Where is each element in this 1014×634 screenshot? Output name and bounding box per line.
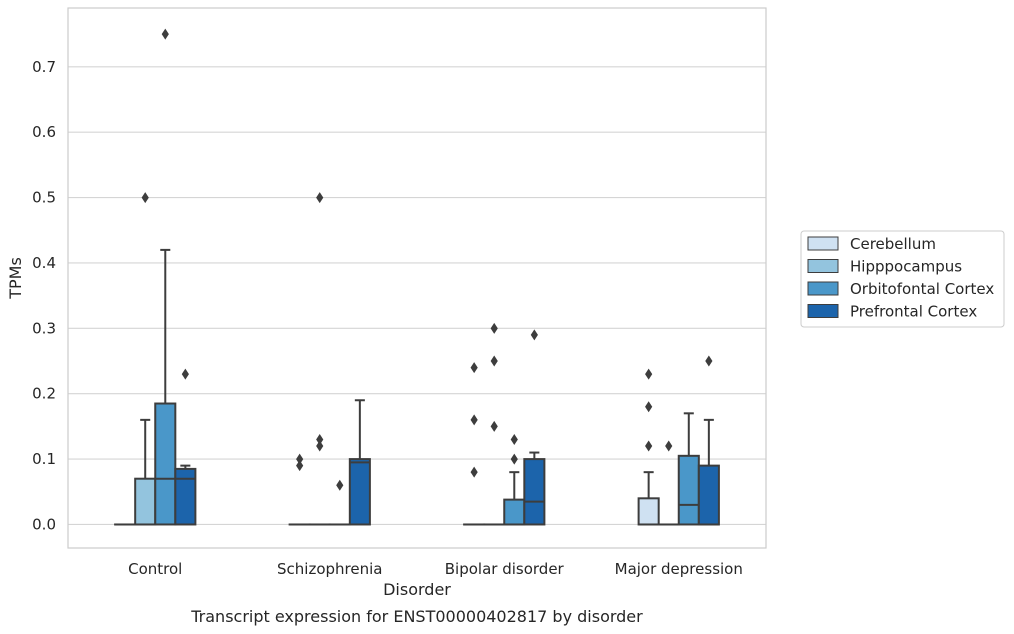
x-axis-label: Disorder bbox=[383, 580, 451, 599]
x-tick-label: Schizophrenia bbox=[277, 560, 382, 578]
outlier-point bbox=[470, 362, 478, 374]
box-cerebellum bbox=[288, 453, 311, 526]
outlier-point bbox=[490, 322, 498, 334]
box-hipppocampus bbox=[483, 322, 506, 526]
box-hipppocampus bbox=[134, 192, 157, 526]
outlier-point bbox=[510, 433, 518, 445]
outlier-point bbox=[336, 479, 344, 491]
outlier-point bbox=[645, 401, 653, 413]
y-axis-label: TPMs bbox=[6, 257, 25, 300]
y-tick-label: 0.2 bbox=[32, 385, 56, 403]
outlier-point bbox=[490, 420, 498, 432]
legend-frame bbox=[800, 230, 1005, 328]
outlier-point bbox=[316, 192, 324, 204]
outlier-point bbox=[181, 368, 189, 380]
box-orbitofontal-cortex bbox=[677, 412, 700, 526]
box-body bbox=[503, 498, 526, 526]
box-groups bbox=[114, 28, 720, 526]
outlier-point bbox=[316, 433, 324, 445]
y-tick-label: 0.6 bbox=[32, 123, 56, 141]
box-body bbox=[637, 497, 660, 526]
y-tick-labels: 0.0 0.1 0.2 0.3 0.4 0.5 0.6 0.7 bbox=[32, 58, 56, 534]
y-tick-label: 0.4 bbox=[32, 254, 56, 272]
box-orbitofontal-cortex bbox=[154, 28, 177, 526]
legend-swatch bbox=[807, 304, 839, 318]
legend-label: Prefrontal Cortex bbox=[850, 303, 977, 321]
legend-label: Orbitofontal Cortex bbox=[850, 280, 994, 298]
y-tick-label: 0.5 bbox=[32, 189, 56, 207]
box-prefrontal-cortex bbox=[174, 368, 197, 526]
plot-frame bbox=[67, 7, 767, 549]
box-prefrontal-cortex bbox=[523, 329, 546, 526]
box-body bbox=[697, 464, 720, 526]
x-tick-label: Bipolar disorder bbox=[445, 560, 565, 578]
figure-caption: Transcript expression for ENST0000040281… bbox=[190, 607, 643, 626]
legend-swatch bbox=[807, 281, 839, 296]
box-body bbox=[134, 477, 157, 526]
box-body bbox=[174, 467, 197, 526]
box-body bbox=[154, 402, 177, 526]
box-cerebellum bbox=[637, 368, 660, 526]
outlier-point bbox=[296, 460, 304, 472]
outlier-point bbox=[161, 28, 169, 40]
box-cerebellum bbox=[463, 362, 486, 526]
box-hipppocampus bbox=[308, 192, 331, 526]
legend-swatch bbox=[807, 259, 839, 273]
y-tick-label: 0.7 bbox=[32, 58, 56, 76]
outlier-point bbox=[530, 329, 538, 341]
y-tick-label: 0.3 bbox=[32, 319, 56, 337]
plot-background bbox=[68, 8, 766, 548]
outlier-point bbox=[645, 440, 653, 452]
box-body bbox=[523, 458, 546, 526]
box-prefrontal-cortex bbox=[697, 355, 720, 526]
x-tick-label: Control bbox=[128, 560, 182, 578]
outlier-point bbox=[705, 355, 713, 367]
y-tick-label: 0.1 bbox=[32, 450, 56, 468]
x-tick-labels: Control Schizophrenia Bipolar disorder Majo… bbox=[128, 560, 743, 578]
outlier-point bbox=[316, 440, 324, 452]
outlier-point bbox=[296, 453, 304, 465]
outlier-point bbox=[470, 466, 478, 478]
outlier-point bbox=[490, 355, 498, 367]
legend: Cerebellum Hipppocampus Orbitofontal Corte… bbox=[800, 230, 1005, 328]
x-tick-label: Major depression bbox=[615, 560, 743, 578]
outlier-point bbox=[470, 414, 478, 426]
box-orbitofontal-cortex bbox=[503, 433, 526, 526]
legend-label: Cerebellum bbox=[850, 235, 936, 253]
outlier-point bbox=[141, 192, 149, 204]
outlier-point bbox=[645, 368, 653, 380]
box-body bbox=[348, 458, 371, 526]
box-prefrontal-cortex bbox=[348, 399, 371, 526]
outlier-point bbox=[510, 453, 518, 465]
outlier-point bbox=[665, 440, 673, 452]
legend-swatch bbox=[807, 236, 839, 251]
y-tick-label: 0.0 bbox=[32, 515, 56, 533]
box-body bbox=[677, 454, 700, 526]
legend-label: Hipppocampus bbox=[850, 258, 962, 276]
